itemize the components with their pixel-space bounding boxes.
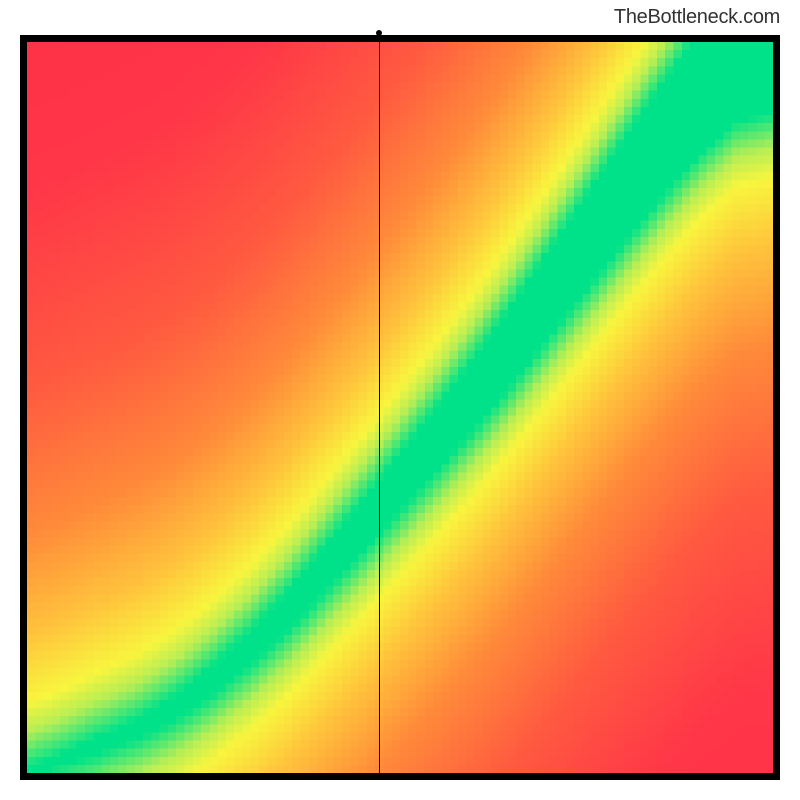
vertical-marker-line [379, 42, 380, 773]
top-axis-tick [376, 30, 382, 36]
chart-frame [20, 35, 780, 780]
watermark-text: TheBottleneck.com [614, 6, 780, 29]
heatmap-plot [27, 42, 773, 773]
heatmap-canvas [27, 42, 773, 773]
